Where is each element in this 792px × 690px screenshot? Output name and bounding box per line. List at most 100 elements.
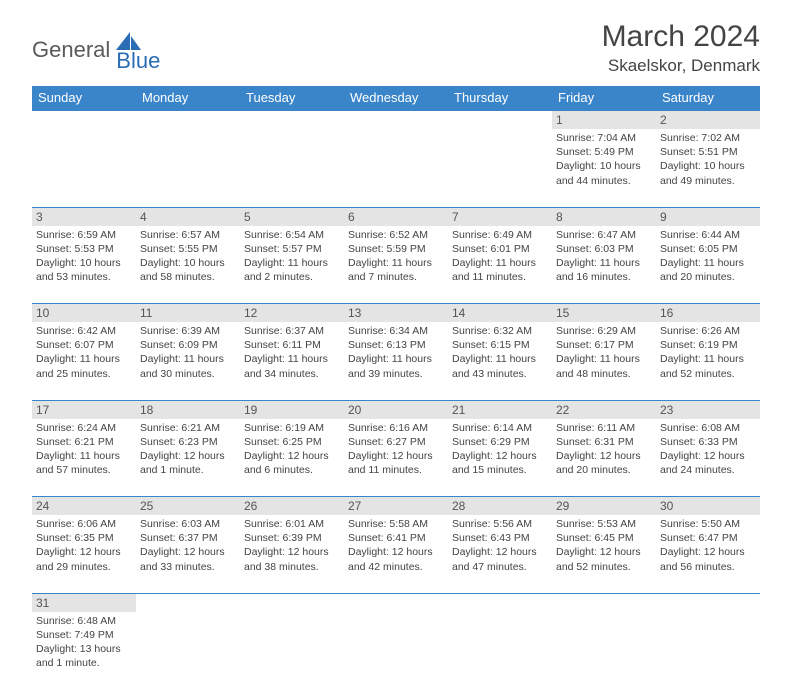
day-detail-line: and 38 minutes.: [244, 560, 340, 574]
day-header-row: Sunday Monday Tuesday Wednesday Thursday…: [32, 86, 760, 110]
logo-text-general: General: [32, 37, 110, 63]
daynum-row: 10111213141516: [32, 304, 760, 323]
header: General Blue March 2024 Skaelskor, Denma…: [32, 20, 760, 76]
day-detail-cell: Sunrise: 6:19 AMSunset: 6:25 PMDaylight:…: [240, 419, 344, 497]
day-detail-line: Sunset: 6:45 PM: [556, 531, 652, 545]
day-detail-line: Sunset: 5:49 PM: [556, 145, 652, 159]
day-detail-line: Sunrise: 6:59 AM: [36, 228, 132, 242]
location-label: Skaelskor, Denmark: [602, 56, 760, 76]
day-detail-line: and 20 minutes.: [660, 270, 756, 284]
daynum-row: 31: [32, 593, 760, 612]
day-detail-line: Daylight: 13 hours: [36, 642, 132, 656]
day-detail-line: Sunset: 5:59 PM: [348, 242, 444, 256]
day-detail-line: and 11 minutes.: [348, 463, 444, 477]
day-detail-line: Daylight: 12 hours: [556, 449, 652, 463]
day-detail-line: Sunset: 6:15 PM: [452, 338, 548, 352]
details-row: Sunrise: 6:59 AMSunset: 5:53 PMDaylight:…: [32, 226, 760, 304]
day-number-cell: [552, 593, 656, 612]
day-detail-cell: Sunrise: 6:21 AMSunset: 6:23 PMDaylight:…: [136, 419, 240, 497]
details-row: Sunrise: 7:04 AMSunset: 5:49 PMDaylight:…: [32, 129, 760, 207]
day-number-cell: 9: [656, 207, 760, 226]
day-detail-cell: Sunrise: 5:58 AMSunset: 6:41 PMDaylight:…: [344, 515, 448, 593]
day-detail-line: Sunrise: 6:08 AM: [660, 421, 756, 435]
logo-text-blue: Blue: [116, 48, 160, 74]
day-detail-line: Daylight: 11 hours: [244, 352, 340, 366]
day-detail-cell: Sunrise: 5:50 AMSunset: 6:47 PMDaylight:…: [656, 515, 760, 593]
day-detail-line: Sunset: 5:51 PM: [660, 145, 756, 159]
day-detail-line: Daylight: 11 hours: [348, 352, 444, 366]
day-detail-line: Sunrise: 6:37 AM: [244, 324, 340, 338]
day-detail-cell: Sunrise: 6:47 AMSunset: 6:03 PMDaylight:…: [552, 226, 656, 304]
day-detail-line: Daylight: 10 hours: [140, 256, 236, 270]
details-row: Sunrise: 6:48 AMSunset: 7:49 PMDaylight:…: [32, 612, 760, 690]
day-detail-cell: Sunrise: 6:42 AMSunset: 6:07 PMDaylight:…: [32, 322, 136, 400]
day-detail-line: and 1 minute.: [36, 656, 132, 670]
day-detail-line: Sunrise: 7:02 AM: [660, 131, 756, 145]
day-detail-line: Sunset: 6:01 PM: [452, 242, 548, 256]
day-number-cell: 24: [32, 497, 136, 516]
day-detail-line: Daylight: 12 hours: [36, 545, 132, 559]
day-number-cell: [656, 593, 760, 612]
day-detail-cell: Sunrise: 6:57 AMSunset: 5:55 PMDaylight:…: [136, 226, 240, 304]
day-detail-line: Daylight: 12 hours: [556, 545, 652, 559]
day-detail-line: Sunset: 6:07 PM: [36, 338, 132, 352]
logo: General Blue: [32, 26, 160, 74]
day-detail-line: Sunrise: 6:49 AM: [452, 228, 548, 242]
day-header: Monday: [136, 86, 240, 110]
day-detail-cell: [344, 612, 448, 690]
day-number-cell: 10: [32, 304, 136, 323]
day-number-cell: 14: [448, 304, 552, 323]
day-detail-line: Sunrise: 6:11 AM: [556, 421, 652, 435]
day-detail-line: Sunrise: 6:01 AM: [244, 517, 340, 531]
day-detail-line: and 33 minutes.: [140, 560, 236, 574]
day-number-cell: 2: [656, 110, 760, 129]
day-detail-line: Daylight: 12 hours: [348, 449, 444, 463]
day-detail-line: Sunset: 6:19 PM: [660, 338, 756, 352]
day-detail-line: Daylight: 11 hours: [36, 352, 132, 366]
day-detail-line: Sunrise: 6:19 AM: [244, 421, 340, 435]
day-number-cell: [344, 110, 448, 129]
day-detail-line: Sunrise: 6:21 AM: [140, 421, 236, 435]
day-detail-cell: Sunrise: 6:32 AMSunset: 6:15 PMDaylight:…: [448, 322, 552, 400]
day-detail-line: and 29 minutes.: [36, 560, 132, 574]
day-detail-line: Daylight: 12 hours: [244, 449, 340, 463]
day-detail-line: Sunset: 6:11 PM: [244, 338, 340, 352]
day-detail-line: and 53 minutes.: [36, 270, 132, 284]
day-number-cell: 5: [240, 207, 344, 226]
day-detail-cell: [136, 129, 240, 207]
day-header: Tuesday: [240, 86, 344, 110]
day-detail-line: Sunset: 6:23 PM: [140, 435, 236, 449]
day-detail-line: Sunset: 5:55 PM: [140, 242, 236, 256]
day-number-cell: 6: [344, 207, 448, 226]
daynum-row: 24252627282930: [32, 497, 760, 516]
day-detail-line: Sunrise: 6:48 AM: [36, 614, 132, 628]
day-detail-line: Sunrise: 6:34 AM: [348, 324, 444, 338]
day-number-cell: 12: [240, 304, 344, 323]
day-detail-cell: Sunrise: 6:48 AMSunset: 7:49 PMDaylight:…: [32, 612, 136, 690]
day-detail-line: Daylight: 10 hours: [556, 159, 652, 173]
day-detail-line: Sunrise: 6:42 AM: [36, 324, 132, 338]
day-detail-cell: [240, 612, 344, 690]
day-number-cell: [136, 110, 240, 129]
day-detail-line: Sunset: 6:03 PM: [556, 242, 652, 256]
day-detail-line: Sunset: 6:17 PM: [556, 338, 652, 352]
day-detail-line: and 7 minutes.: [348, 270, 444, 284]
day-number-cell: 26: [240, 497, 344, 516]
day-number-cell: 23: [656, 400, 760, 419]
day-detail-line: Daylight: 11 hours: [452, 256, 548, 270]
day-detail-line: Sunrise: 5:53 AM: [556, 517, 652, 531]
day-detail-line: and 43 minutes.: [452, 367, 548, 381]
day-header: Thursday: [448, 86, 552, 110]
day-detail-line: Sunset: 6:21 PM: [36, 435, 132, 449]
day-detail-cell: Sunrise: 6:06 AMSunset: 6:35 PMDaylight:…: [32, 515, 136, 593]
day-detail-cell: [240, 129, 344, 207]
day-detail-line: Daylight: 12 hours: [660, 449, 756, 463]
day-detail-cell: Sunrise: 5:56 AMSunset: 6:43 PMDaylight:…: [448, 515, 552, 593]
day-detail-line: Sunrise: 5:50 AM: [660, 517, 756, 531]
day-detail-cell: Sunrise: 6:37 AMSunset: 6:11 PMDaylight:…: [240, 322, 344, 400]
day-number-cell: 13: [344, 304, 448, 323]
day-detail-line: Daylight: 10 hours: [660, 159, 756, 173]
day-detail-line: and 25 minutes.: [36, 367, 132, 381]
day-detail-line: Sunset: 6:27 PM: [348, 435, 444, 449]
day-detail-cell: Sunrise: 6:03 AMSunset: 6:37 PMDaylight:…: [136, 515, 240, 593]
